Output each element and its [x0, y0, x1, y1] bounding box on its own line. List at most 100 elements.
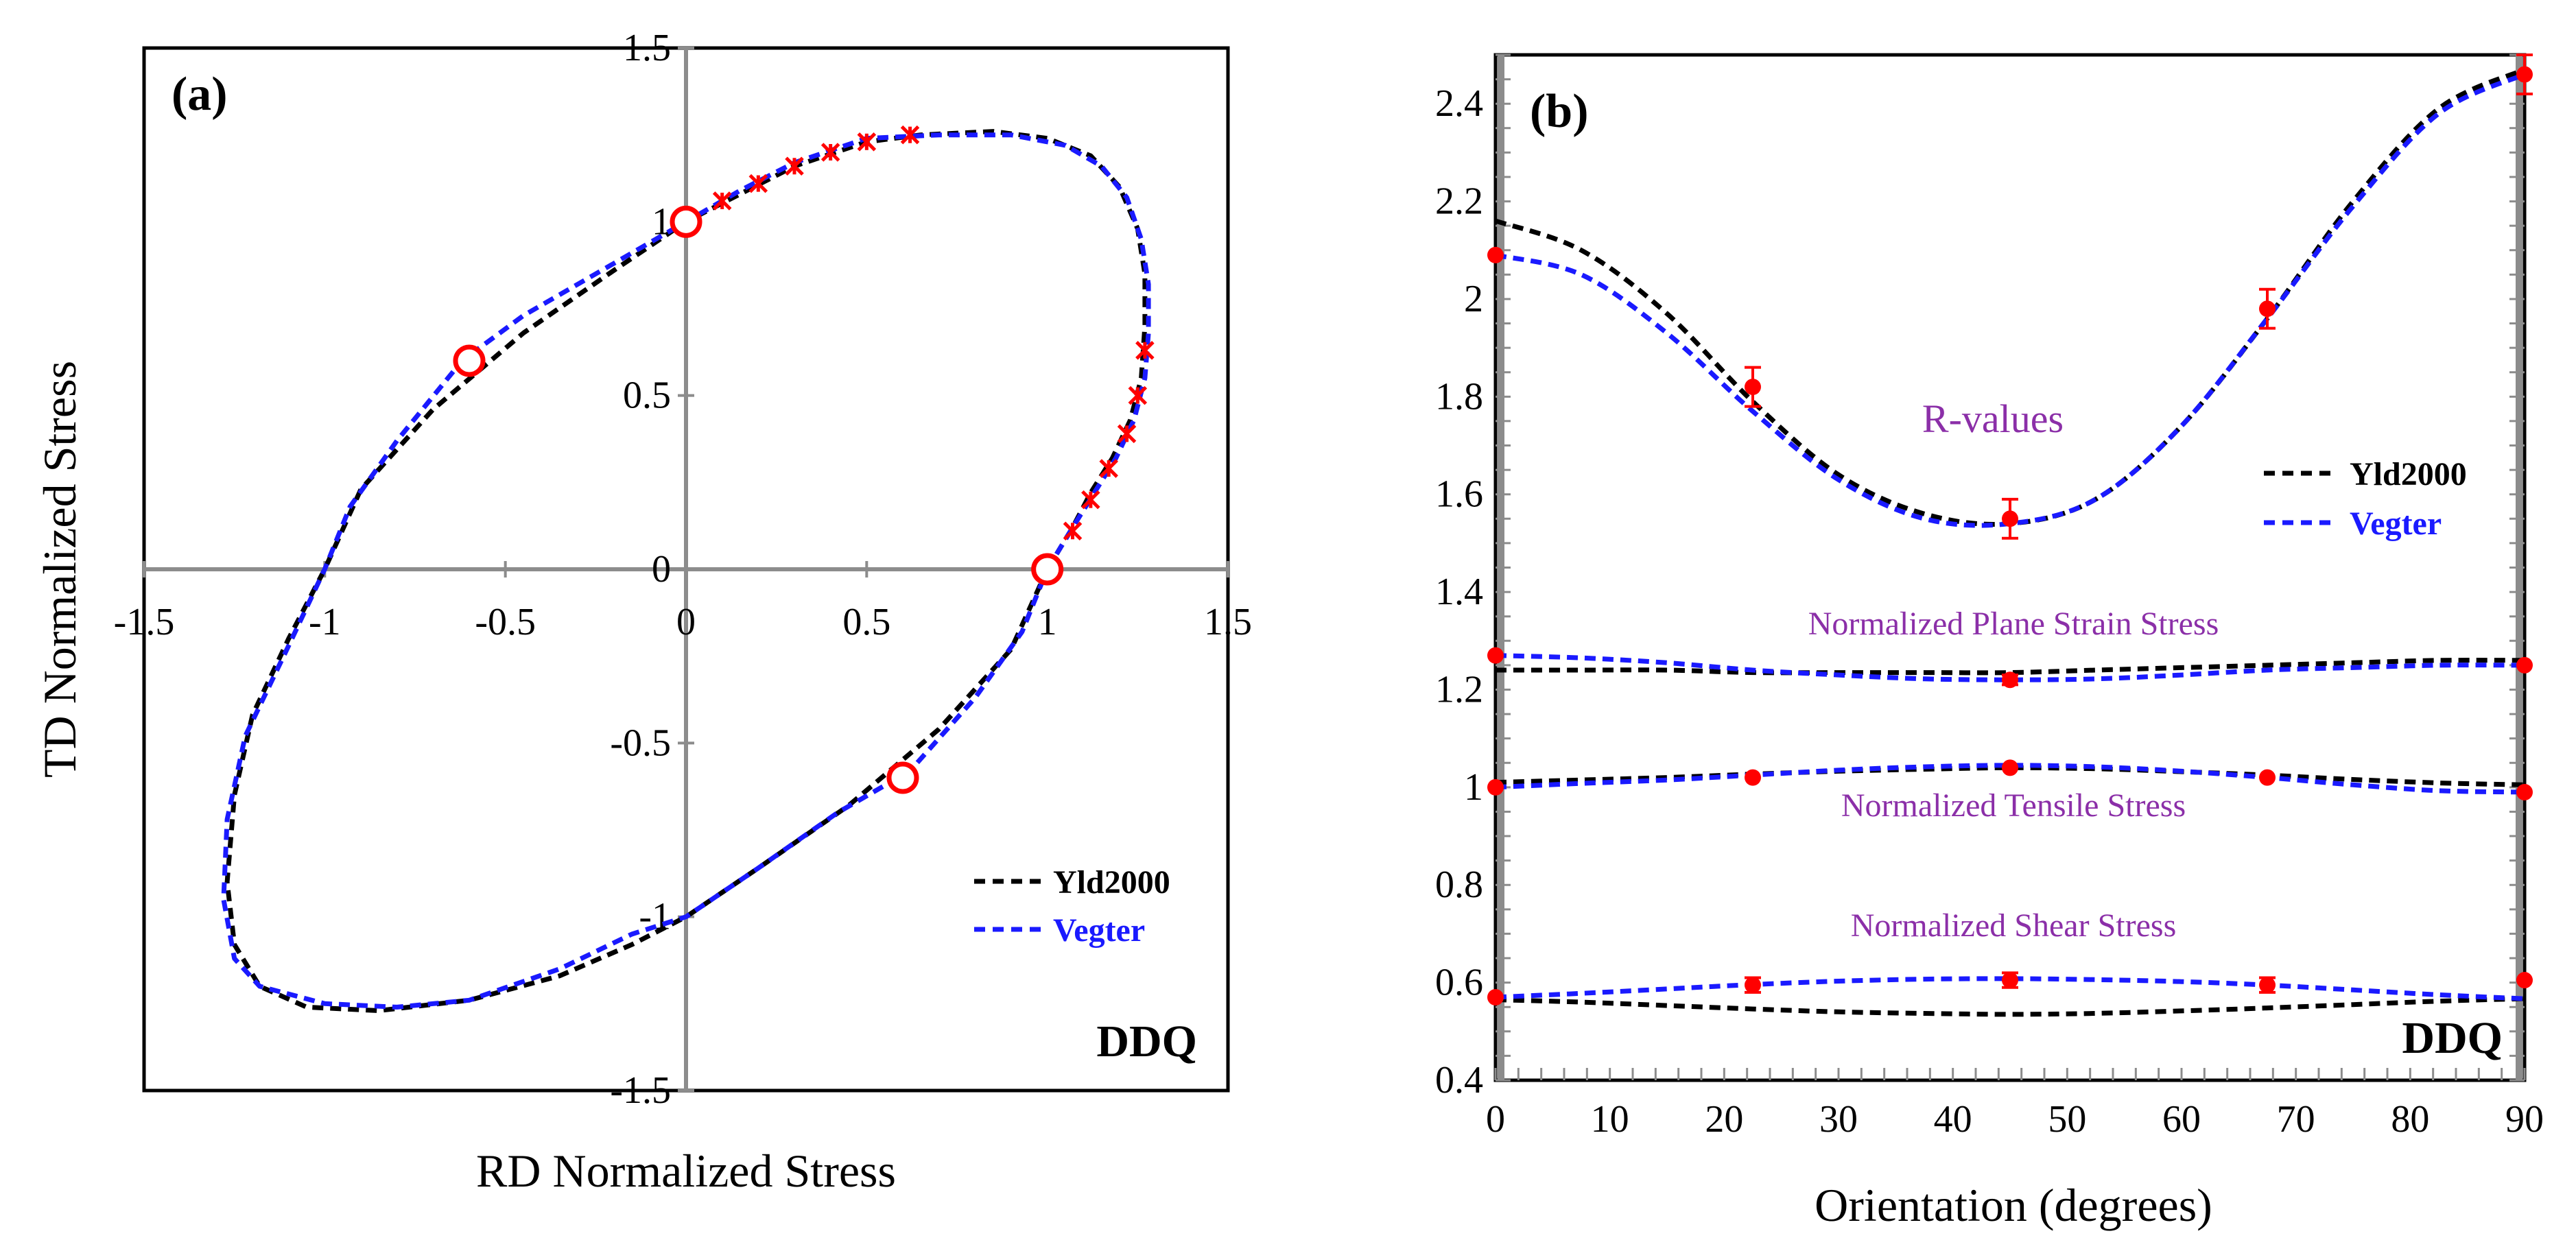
panel-b-y-tick-label: 1.8	[1435, 375, 1483, 418]
panel-b-y-tick-label: 2.2	[1435, 180, 1483, 223]
panel-b-markers	[1487, 53, 2533, 1005]
panel-b-y-tick-label: 1	[1464, 766, 1483, 809]
experimental-dot	[2259, 977, 2276, 994]
panel-b-x-tick-label: 50	[2048, 1098, 2086, 1141]
panel-b-experimental-point	[1487, 988, 1504, 1005]
experimental-dot	[2002, 972, 2018, 989]
panel-b-experimental-point	[1487, 647, 1504, 664]
experimental-dot	[2002, 510, 2018, 527]
panel-a-x-tick-label: -1	[309, 601, 341, 643]
experimental-dot	[1745, 977, 1761, 994]
panel-b-y-tick-label: 1.2	[1435, 668, 1483, 711]
panel-b-experimental-point	[2002, 671, 2018, 689]
panel-a-material-tag: DDQ	[1096, 1016, 1197, 1067]
panel-a-x-tick-label: -1.5	[114, 601, 175, 643]
legend-b-vegter-label: Vegter	[2350, 505, 2442, 542]
panel-b-axes	[1494, 53, 2526, 1082]
experimental-dot	[2259, 300, 2276, 318]
panel-a-y-tick-label: 0	[652, 548, 671, 591]
panel-a-experimental-cross	[1081, 490, 1100, 510]
experimental-dot	[2516, 972, 2533, 989]
panel-a-experimental-circle	[453, 344, 486, 377]
panel-a-y-tick-label: -1	[639, 896, 671, 938]
experimental-dot	[1487, 988, 1504, 1005]
experimental-dot	[2002, 671, 2018, 689]
panel-b-x-tick-label: 30	[1819, 1098, 1858, 1141]
panel-a-experimental-cross	[748, 174, 768, 193]
panel-b-x-tick-label: 10	[1591, 1098, 1629, 1141]
panel-b-x-axis-label: Orientation (degrees)	[1815, 1179, 2212, 1231]
panel-b-experimental-point	[2516, 53, 2533, 95]
panel-b-y-tick-label: 0.8	[1435, 864, 1483, 906]
experimental-dot	[1745, 379, 1761, 396]
panel-b-experimental-point	[2259, 769, 2276, 786]
annotation-shear: Normalized Shear Stress	[1851, 907, 2177, 944]
panel-b-x-tick-label: 80	[2391, 1098, 2429, 1141]
panel-b-x-tick-label: 60	[2162, 1098, 2201, 1141]
panel-b-experimental-point	[2259, 287, 2276, 330]
panel-b-label: (b)	[1530, 85, 1589, 138]
annotation-plane-strain: Normalized Plane Strain Stress	[1808, 606, 2219, 642]
panel-b-series-vegter-plane-strain	[1495, 653, 2525, 682]
panel-b-experimental-point	[1487, 246, 1504, 263]
panel-a-x-tick-label: -0.5	[475, 601, 536, 643]
panel-b-y-tick-label: 1.6	[1435, 473, 1483, 516]
panel-b-y-tick-label: 2	[1464, 278, 1483, 320]
panel-b-series-yld2000-plane-strain	[1496, 658, 2525, 676]
panel-b-experimental-point	[1745, 976, 1761, 994]
panel-a: -1.5 -1 -0.5 0 0.5 1 1.5-1.5-1-0.50.511.50 (a)…	[34, 27, 1252, 1197]
panel-b-x-tick-label: 20	[1705, 1098, 1743, 1141]
panel-b-tick-labels: 0.4 0.6 0.8 1 1.2 1.4 1.6 1.8 2 2.2 2.4 0 10 20 30 40 50…	[1435, 82, 2544, 1141]
panel-b-y-tick-label: 0.4	[1435, 1059, 1483, 1102]
panel-a-experimental-cross	[857, 132, 877, 152]
panel-b-experimental-point	[2002, 971, 2018, 989]
panel-b-x-tick-label: 70	[2277, 1098, 2315, 1141]
panel-a-x-tick-label: 1	[1038, 601, 1057, 643]
panel-a-markers	[453, 125, 1155, 794]
panel-a-label: (a)	[172, 68, 228, 121]
panel-a-experimental-cross	[900, 125, 920, 145]
legend-a-yld2000-label: Yld2000	[1053, 864, 1170, 901]
panel-a-legend: Yld2000 Vegter	[974, 864, 1170, 949]
panel-a-experimental-cross	[712, 191, 732, 211]
panel-a-y-tick-label: -0.5	[610, 722, 671, 764]
panel-b-y-tick-label: 1.4	[1435, 571, 1483, 613]
panel-b-legend: Yld2000 Vegter	[2264, 456, 2467, 542]
experimental-dot	[2516, 783, 2533, 800]
panel-a-tick-labels: -1.5 -1 -0.5 0 0.5 1 1.5-1.5-1-0.50.511.50	[114, 27, 1252, 1112]
annotation-r-values: R-values	[1922, 396, 2064, 441]
experimental-dot	[1487, 246, 1504, 263]
panel-b-y-tick-label: 2.4	[1435, 82, 1483, 125]
panel-a-experimental-cross	[1063, 521, 1083, 541]
panel-b-experimental-point	[1745, 769, 1761, 786]
panel-a-x-tick-label: 1.5	[1204, 601, 1252, 643]
panel-a-experimental-cross	[1128, 385, 1148, 405]
panel-a-x-axis-label: RD Normalized Stress	[476, 1145, 896, 1197]
annotation-tensile: Normalized Tensile Stress	[1841, 787, 2186, 824]
panel-a-series	[221, 129, 1151, 1013]
panel-b-series-vegter-r-values	[1495, 72, 2526, 528]
panel-b-experimental-point	[1745, 366, 1761, 408]
experimental-dot	[1745, 769, 1761, 786]
panel-a-experimental-cross	[1117, 424, 1137, 444]
panel-a-x-tick-label: 0.5	[842, 601, 890, 643]
panel-a-experimental-cross	[820, 143, 840, 162]
panel-b-series-vegter-tensile	[1495, 763, 2525, 795]
experimental-dot	[1487, 647, 1504, 664]
panel-a-experimental-circle	[1031, 553, 1064, 586]
experimental-dot	[2259, 769, 2276, 786]
panel-b-x-tick-label: 40	[1934, 1098, 1972, 1141]
panel-b-experimental-point	[2516, 972, 2533, 989]
panel-b-series	[1494, 67, 2526, 1017]
panel-b-experimental-point	[2002, 759, 2018, 776]
panel-b-series-yld2000-shear	[1495, 996, 2525, 1017]
panel-b-x-tick-label: 0	[1486, 1098, 1505, 1141]
panel-b-material-tag: DDQ	[2402, 1013, 2503, 1063]
panel-a-experimental-circle	[670, 205, 702, 238]
panel-a-experimental-circle	[886, 761, 919, 794]
experimental-dot	[2516, 66, 2533, 83]
panel-b-y-tick-label: 0.6	[1435, 962, 1483, 1004]
experimental-dot	[2516, 656, 2533, 674]
panel-a-experimental-cross	[1099, 459, 1118, 478]
